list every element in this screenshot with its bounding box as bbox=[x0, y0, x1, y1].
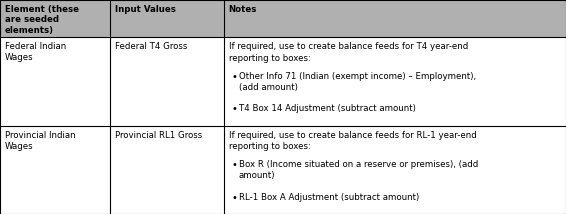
Text: If required, use to create balance feeds for T4 year-end
reporting to boxes:: If required, use to create balance feeds… bbox=[229, 42, 468, 62]
Text: If required, use to create balance feeds for RL-1 year-end
reporting to boxes:: If required, use to create balance feeds… bbox=[229, 131, 477, 151]
Text: •: • bbox=[231, 71, 238, 82]
Text: Box R (Income situated on a reserve or premises), (add
amount): Box R (Income situated on a reserve or p… bbox=[239, 160, 478, 180]
Text: •: • bbox=[231, 193, 238, 202]
Text: •: • bbox=[231, 160, 238, 170]
Text: Input Values: Input Values bbox=[115, 5, 176, 14]
Text: T4 Box 14 Adjustment (subtract amount): T4 Box 14 Adjustment (subtract amount) bbox=[239, 104, 415, 113]
Text: Provincial RL1 Gross: Provincial RL1 Gross bbox=[115, 131, 203, 140]
Text: Notes: Notes bbox=[229, 5, 257, 14]
Text: Provincial Indian
Wages: Provincial Indian Wages bbox=[5, 131, 76, 151]
Bar bbox=[0, 0, 566, 37]
Text: Federal Indian
Wages: Federal Indian Wages bbox=[5, 42, 66, 62]
Text: Other Info 71 (Indian (exempt income) – Employment),
(add amount): Other Info 71 (Indian (exempt income) – … bbox=[239, 71, 475, 92]
Text: Federal T4 Gross: Federal T4 Gross bbox=[115, 42, 188, 51]
Text: RL-1 Box A Adjustment (subtract amount): RL-1 Box A Adjustment (subtract amount) bbox=[239, 193, 419, 202]
Text: Element (these
are seeded
elements): Element (these are seeded elements) bbox=[5, 5, 79, 35]
Text: •: • bbox=[231, 104, 238, 114]
